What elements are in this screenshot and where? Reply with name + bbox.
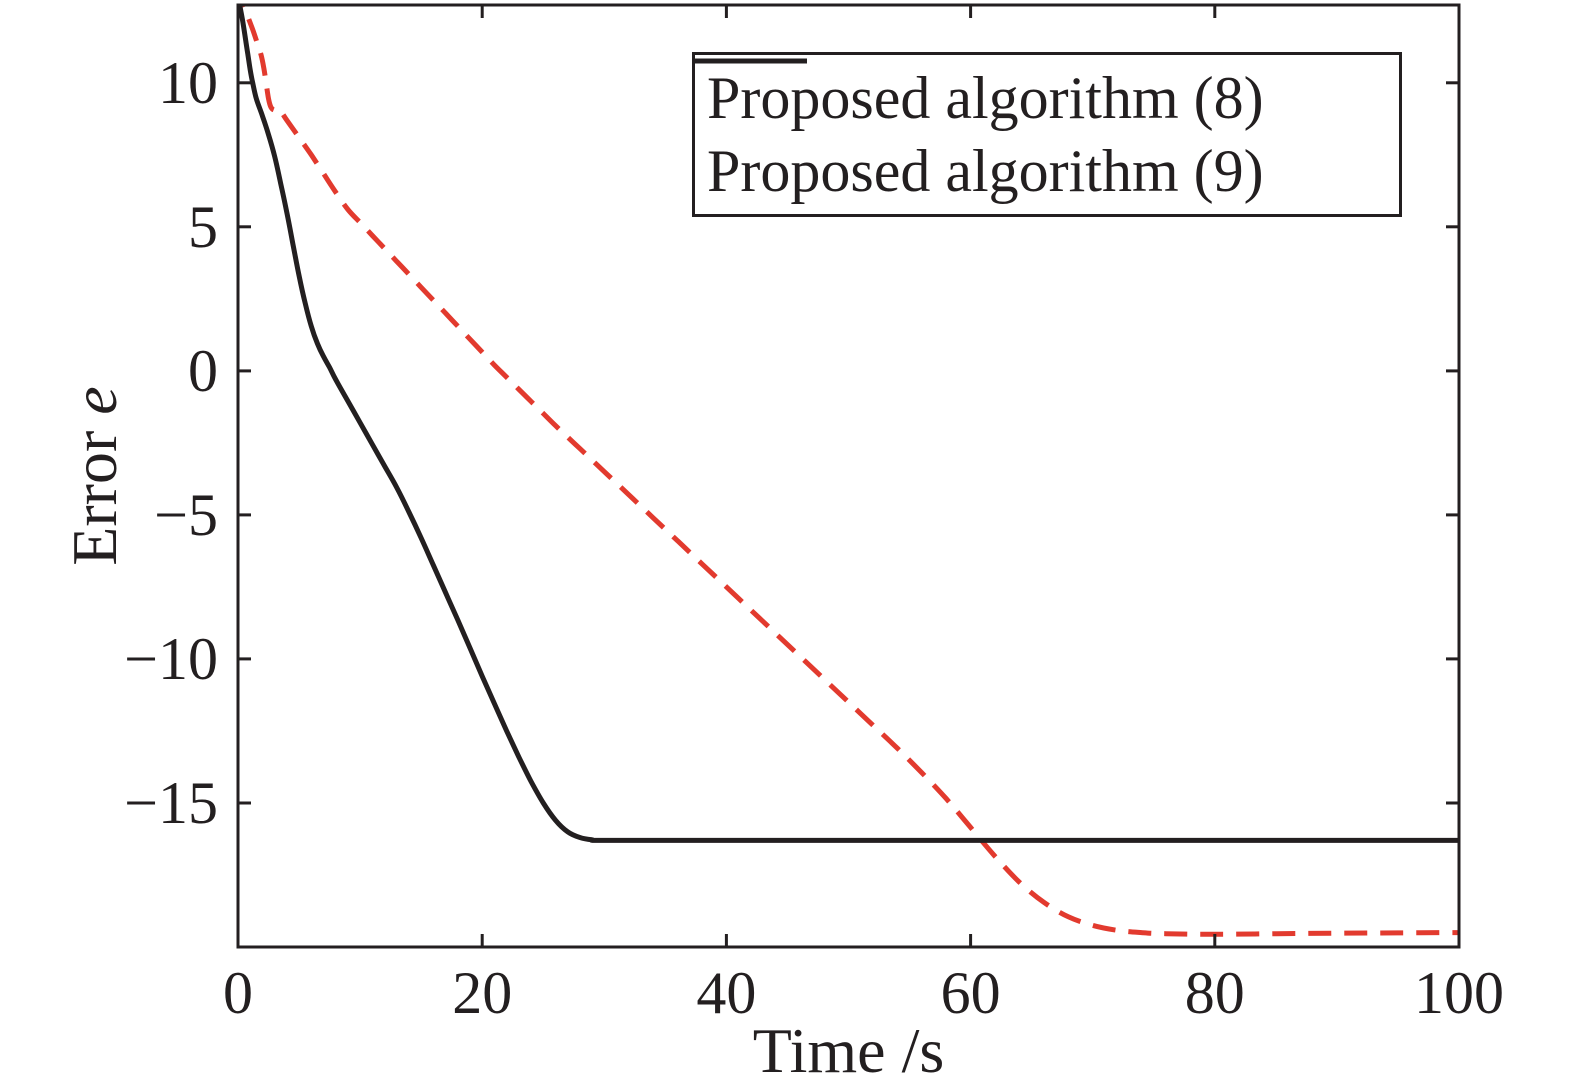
x-tick-label: 40: [696, 960, 757, 1026]
x-tick-label: 0: [223, 960, 253, 1026]
x-tick-label: 20: [452, 960, 513, 1026]
legend: Proposed algorithm (8) Proposed algorith…: [692, 52, 1402, 217]
y-axis-title-variable: e: [59, 386, 130, 415]
axes-box: [236, 3, 1461, 949]
x-axis-title: Time /s: [752, 1015, 945, 1083]
series-line-proposed-algorithm-9: [237, 4, 1459, 843]
y-tick-label: −10: [124, 625, 218, 692]
y-tick-label: 5: [188, 193, 218, 260]
legend-item-algorithm-8: Proposed algorithm (8): [695, 58, 1399, 135]
x-tick-label: 60: [940, 960, 1001, 1026]
legend-label: Proposed algorithm (9): [707, 137, 1264, 204]
x-tick-label: 80: [1184, 960, 1245, 1026]
y-tick-label: −5: [154, 481, 218, 548]
x-tick-label: 100: [1414, 960, 1504, 1026]
y-axis-title-text: Error: [59, 430, 130, 566]
legend-item-algorithm-9: Proposed algorithm (9): [695, 58, 1399, 208]
legend-label: Proposed algorithm (8): [707, 64, 1264, 131]
y-tick-label: 0: [188, 337, 218, 404]
y-tick-label: −15: [124, 769, 218, 836]
y-axis-title: Error e: [58, 386, 132, 565]
y-tick-label: 10: [158, 49, 218, 116]
solid-line-sample-icon: [695, 58, 807, 64]
series-line-proposed-algorithm-8: [240, 4, 1460, 937]
